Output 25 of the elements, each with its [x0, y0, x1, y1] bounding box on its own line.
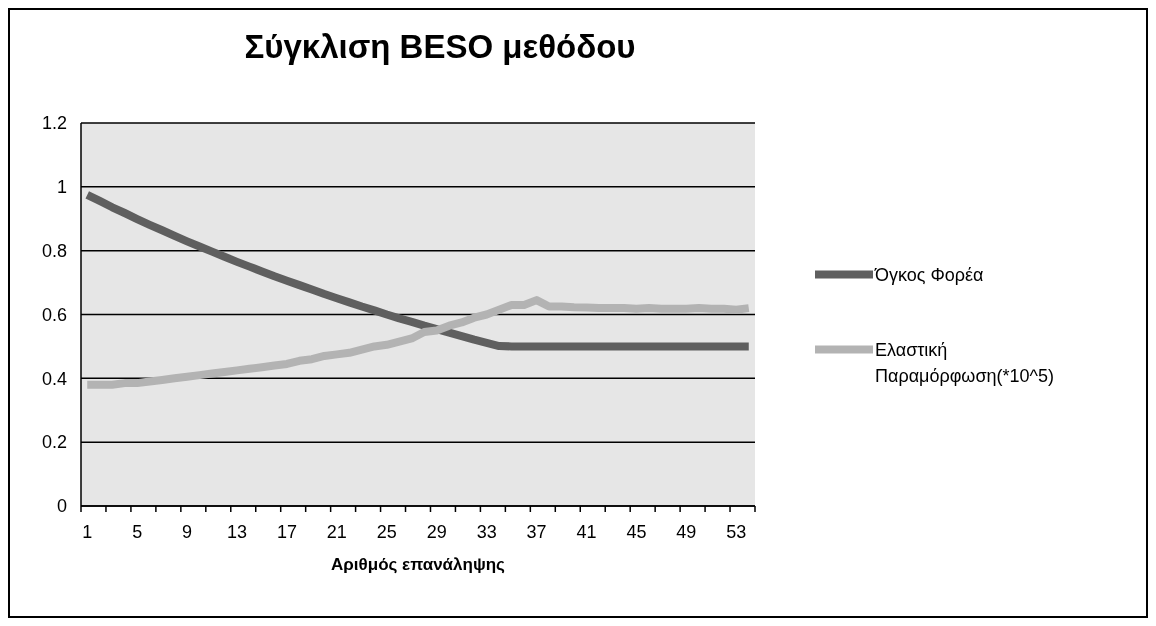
- x-tick-label: 17: [276, 522, 297, 542]
- legend-label: Όγκος Φορέα: [874, 264, 984, 285]
- x-tick-label: 53: [726, 522, 747, 542]
- x-tick-label: 9: [182, 522, 193, 542]
- x-tick-label: 33: [476, 522, 497, 542]
- x-tick-label: 21: [326, 522, 347, 542]
- x-tick-label: 29: [426, 522, 447, 542]
- y-tick-label: 0.8: [41, 240, 67, 261]
- y-tick-label: 1: [56, 177, 67, 198]
- y-tick-label: 0.4: [41, 368, 67, 389]
- y-tick-label: 0: [56, 496, 67, 517]
- chart-title: Σύγκλιση BESO μεθόδου: [244, 28, 636, 65]
- x-tick-label: 25: [376, 522, 397, 542]
- x-tick-label: 45: [626, 522, 647, 542]
- legend-label: Ελαστική Παραμόρφωση(*10^5): [875, 339, 1054, 386]
- x-tick-label: 1: [82, 522, 93, 542]
- x-tick-label: 49: [676, 522, 697, 542]
- y-tick-label: 0.6: [41, 304, 67, 325]
- x-tick-label: 37: [526, 522, 547, 542]
- y-tick-label: 1.2: [41, 113, 67, 134]
- x-axis-title: Αριθμός επανάληψης: [331, 555, 506, 574]
- x-tick-label: 41: [576, 522, 597, 542]
- x-tick-label: 5: [132, 522, 143, 542]
- y-tick-label: 0.2: [41, 432, 67, 453]
- x-tick-label: 13: [227, 522, 248, 542]
